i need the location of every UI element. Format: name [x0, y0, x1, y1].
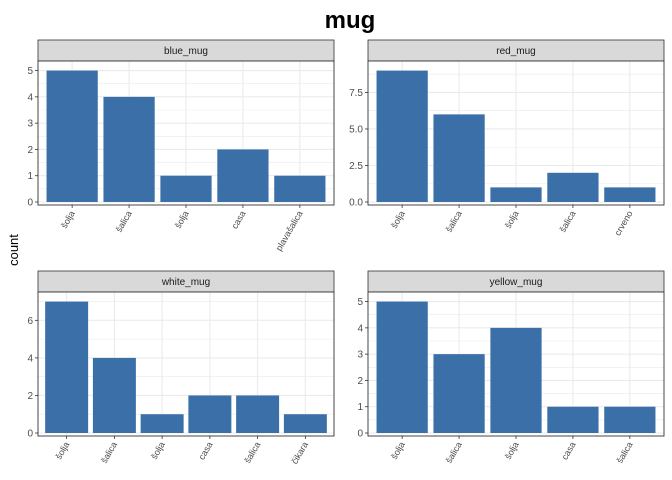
bar-yellow_mug-4: [604, 406, 656, 433]
bar-red_mug-1: [433, 114, 485, 202]
panel-border: [367, 291, 665, 437]
bar-blue_mug-3: [217, 149, 269, 202]
y-tick-label: 0: [27, 429, 33, 440]
bar-blue_mug-0: [46, 70, 98, 202]
y-tick-label: 6: [27, 316, 33, 327]
y-axis-title: count: [6, 234, 21, 266]
y-tick-label: 5.0: [349, 124, 363, 135]
bar-white_mug-0: [45, 301, 89, 433]
y-tick-label: 4: [27, 92, 33, 103]
y-tick-label: 0: [357, 429, 363, 440]
bar-white_mug-3: [188, 395, 232, 433]
y-tick-label: 7.5: [349, 88, 363, 99]
y-tick-label: 0.0: [349, 198, 363, 209]
bar-red_mug-0: [376, 70, 428, 202]
bar-blue_mug-4: [274, 175, 326, 202]
y-tick-label: 2: [27, 145, 33, 156]
facet-strip-label: red_mug: [496, 46, 535, 57]
bar-red_mug-2: [490, 187, 542, 202]
bar-white_mug-4: [236, 395, 280, 433]
y-tick-label: 4: [27, 353, 33, 364]
y-tick-label: 5: [27, 66, 33, 77]
panel-border: [37, 60, 335, 206]
facet-strip-label: yellow_mug: [490, 277, 543, 288]
y-tick-label: 5: [357, 297, 363, 308]
bar-yellow_mug-1: [433, 354, 485, 433]
bar-blue_mug-2: [160, 175, 212, 202]
y-tick-label: 4: [357, 323, 363, 334]
y-tick-label: 2.5: [349, 161, 363, 172]
facet-strip-label: blue_mug: [164, 46, 208, 57]
bar-blue_mug-1: [103, 96, 155, 202]
bar-yellow_mug-3: [547, 406, 599, 433]
bar-white_mug-1: [92, 357, 136, 433]
y-tick-label: 3: [27, 119, 33, 130]
bar-red_mug-3: [547, 172, 599, 202]
panel-border: [367, 60, 665, 206]
y-tick-label: 0: [27, 198, 33, 209]
panel-border: [37, 291, 335, 437]
bar-white_mug-2: [140, 414, 184, 433]
facet-strip-label: white_mug: [161, 277, 210, 288]
bar-red_mug-4: [604, 187, 656, 202]
y-tick-label: 2: [27, 391, 33, 402]
y-tick-label: 2: [357, 376, 363, 387]
bar-yellow_mug-2: [490, 327, 542, 433]
chart-title: mug: [325, 7, 376, 34]
y-tick-label: 1: [27, 171, 33, 182]
y-tick-label: 3: [357, 350, 363, 361]
bar-yellow_mug-0: [376, 301, 428, 433]
y-tick-label: 1: [357, 402, 363, 413]
bar-white_mug-5: [283, 414, 327, 433]
